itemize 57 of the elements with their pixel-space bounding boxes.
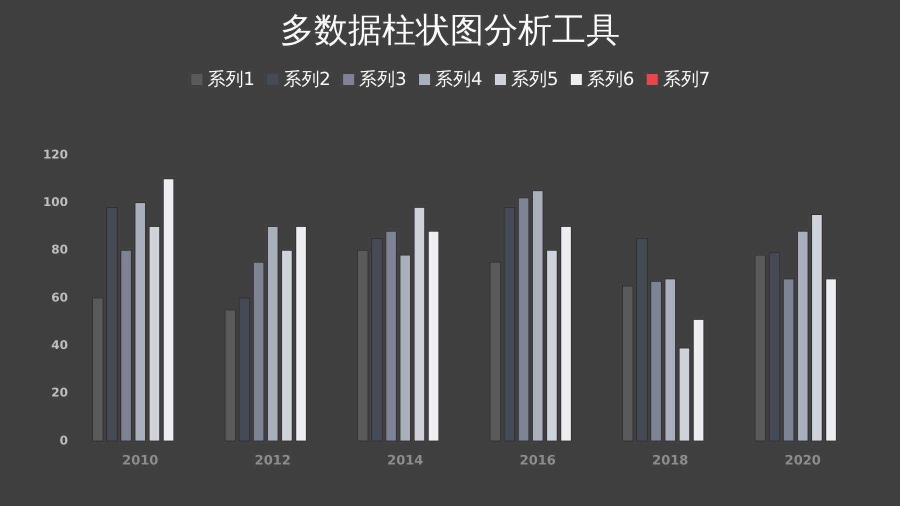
y-tick-label: 80: [51, 242, 68, 257]
bar: [357, 250, 368, 442]
y-tick-label: 0: [60, 433, 68, 448]
bar: [162, 178, 174, 442]
legend-label: 系列2: [283, 68, 331, 90]
legend-label: 系列4: [435, 68, 483, 90]
y-tick-label: 40: [51, 338, 68, 352]
bar: [252, 262, 264, 442]
bar: [546, 250, 558, 442]
bar: [825, 278, 837, 442]
bar: [238, 298, 250, 442]
x-tick-label: 2018: [652, 454, 688, 469]
bar: [664, 278, 676, 442]
legend-label: 系列1: [207, 68, 255, 90]
chart-title: 多数据柱状图分析工具: [280, 10, 620, 50]
bar: [267, 226, 278, 442]
y-tick-label: 120: [42, 147, 68, 162]
bar: [385, 230, 397, 442]
y-tick-label: 60: [51, 290, 68, 304]
bar: [281, 250, 293, 442]
bar: [678, 348, 690, 442]
bar: [622, 286, 634, 442]
legend-label: 系列3: [359, 68, 407, 90]
bar: [532, 190, 544, 442]
legend-label: 系列5: [510, 68, 558, 90]
bar: [106, 207, 118, 442]
bar: [797, 230, 808, 442]
y-tick-label: 20: [51, 386, 68, 400]
x-tick-label: 2014: [387, 454, 424, 469]
legend-label: 系列6: [586, 68, 634, 90]
bar: [371, 238, 383, 442]
bar: [428, 230, 440, 442]
bar: [504, 207, 516, 442]
bar: [754, 254, 766, 442]
bar: [650, 280, 662, 442]
bar: [692, 319, 704, 442]
x-tick-label: 2012: [254, 454, 291, 469]
bar: [768, 252, 780, 442]
bar: [400, 254, 411, 442]
bar: [92, 298, 104, 442]
legend-label: 系列7: [662, 68, 710, 90]
y-tick-label: 100: [42, 194, 68, 209]
bar: [782, 278, 794, 442]
bar: [134, 202, 146, 442]
bar: [120, 250, 132, 442]
x-tick-label: 2016: [520, 454, 556, 469]
bar: [295, 226, 307, 442]
bar: [490, 262, 501, 442]
bar: [414, 207, 426, 442]
bar: [148, 226, 160, 442]
bar: [811, 214, 823, 442]
bar: [560, 226, 572, 442]
x-tick-label: 2010: [122, 454, 158, 469]
bar: [518, 198, 530, 442]
bar: [224, 310, 236, 442]
x-tick-label: 2020: [784, 454, 821, 469]
bar: [636, 238, 648, 442]
